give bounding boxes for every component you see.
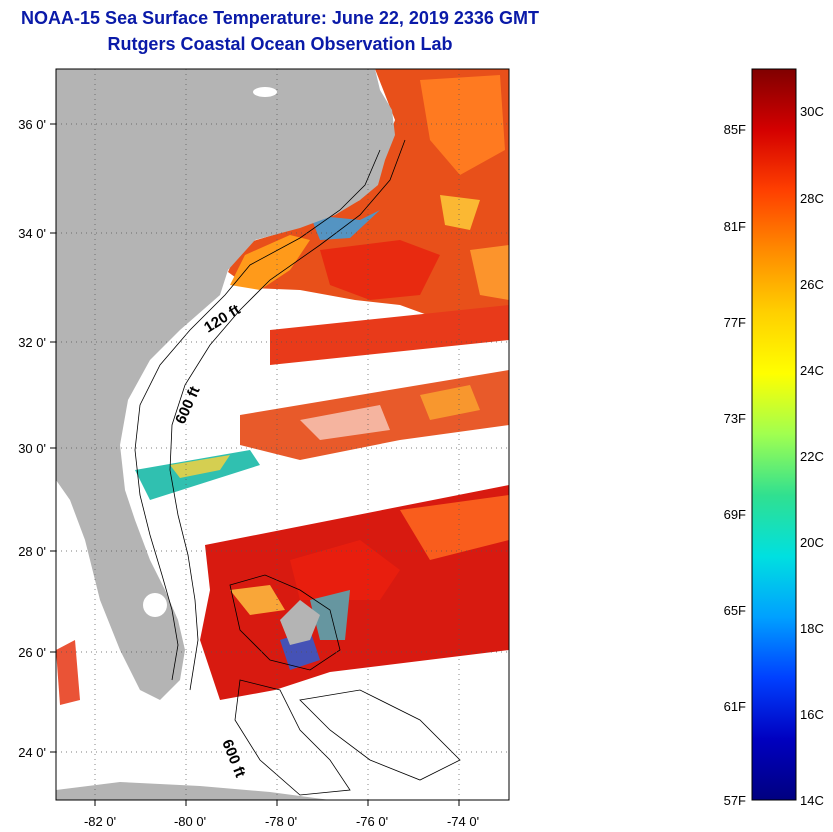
lon-label: -78 0'	[265, 814, 297, 829]
lat-label: 28 0'	[18, 544, 46, 559]
colorbar-label-f: 57F	[724, 793, 746, 808]
colorbar-label-c: 30C	[800, 104, 824, 119]
contour-120ft	[134, 149, 381, 681]
map-title: NOAA-15 Sea Surface Temperature: June 22…	[21, 8, 539, 28]
colorbar-label-f: 73F	[724, 411, 746, 426]
lat-label: 30 0'	[18, 441, 46, 456]
colorbar-label-f: 65F	[724, 603, 746, 618]
colorbar-label-f: 81F	[724, 219, 746, 234]
colorbar-label-c: 20C	[800, 535, 824, 550]
lon-label: -82 0'	[84, 814, 116, 829]
lat-label: 34 0'	[18, 226, 46, 241]
sst-swath-mid-2	[240, 370, 509, 460]
sst-swath-coast	[135, 450, 260, 500]
us-southeast-landmass	[56, 69, 395, 700]
lake-okeechobee	[143, 593, 167, 617]
colorbar-fahrenheit-labels: 85F 81F 77F 73F 69F 65F 61F 57F	[724, 122, 746, 808]
colorbar-label-c: 22C	[800, 449, 824, 464]
axis-ticks	[50, 123, 460, 806]
map-frame	[55, 68, 510, 801]
temperature-colorbar	[751, 68, 797, 801]
contour-600ft	[169, 139, 406, 691]
inland-lake	[253, 87, 277, 97]
lat-label: 24 0'	[18, 745, 46, 760]
longitude-labels: -82 0' -80 0' -78 0' -76 0' -74 0'	[84, 814, 479, 829]
lon-label: -76 0'	[356, 814, 388, 829]
latitude-labels: 24 0' 26 0' 28 0' 30 0' 32 0' 34 0' 36 0…	[18, 117, 46, 760]
colorbar-label-c: 16C	[800, 707, 824, 722]
colorbar-label-c: 14C	[800, 793, 824, 808]
lon-label: -74 0'	[447, 814, 479, 829]
colorbar-label-c: 28C	[800, 191, 824, 206]
colorbar-label-c: 18C	[800, 621, 824, 636]
colorbar-label-f: 69F	[724, 507, 746, 522]
lat-label: 26 0'	[18, 645, 46, 660]
colorbar-label-c: 24C	[800, 363, 824, 378]
lat-label: 36 0'	[18, 117, 46, 132]
colorbar-label-f: 61F	[724, 699, 746, 714]
colorbar-label-f: 77F	[724, 315, 746, 330]
sst-swath-south	[56, 485, 509, 705]
colorbar-label-f: 85F	[724, 122, 746, 137]
colorbar-celsius-labels: 30C 28C 26C 24C 22C 20C 18C 16C 14C	[800, 104, 824, 808]
lat-label: 32 0'	[18, 335, 46, 350]
colorbar-label-c: 26C	[800, 277, 824, 292]
map-area: 120 ft 600 ft 600 ft	[56, 69, 509, 800]
bahamas-island	[280, 600, 320, 645]
graticule	[56, 69, 509, 800]
cuba-landmass	[56, 782, 330, 800]
sst-swath-mid-1	[270, 305, 509, 365]
lon-label: -80 0'	[174, 814, 206, 829]
map-subtitle: Rutgers Coastal Ocean Observation Lab	[107, 34, 453, 54]
